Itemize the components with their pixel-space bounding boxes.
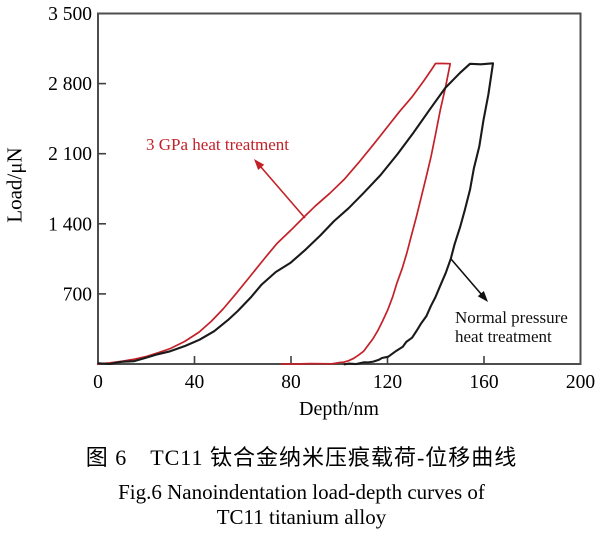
y-tick-label: 3 500 <box>48 4 92 25</box>
series-curve-normal-pressure <box>97 62 495 366</box>
annotation-arrow-0 <box>254 159 306 219</box>
y-tick-label: 700 <box>63 284 92 305</box>
x-tick-label: 80 <box>281 372 301 393</box>
x-tick-label: 200 <box>566 372 595 393</box>
y-tick-label: 2 800 <box>48 74 92 95</box>
caption-chinese: 图 6 TC11 钛合金纳米压痕载荷-位移曲线 <box>85 445 518 470</box>
x-tick-label: 160 <box>469 372 498 393</box>
plot-frame <box>97 12 582 365</box>
series-curve-3gpa <box>96 62 452 365</box>
y-tick-label: 2 100 <box>48 144 92 165</box>
x-tick-label: 120 <box>373 372 402 393</box>
x-tick-label: 0 <box>93 372 103 393</box>
figure-caption: 图 6 TC11 钛合金纳米压痕载荷-位移曲线 Fig.6 Nanoindent… <box>0 441 603 529</box>
x-tick-label: 40 <box>185 372 205 393</box>
annotation-3gpa-label: 3 GPa heat treatment <box>146 135 290 154</box>
caption-english-2: TC11 titanium alloy <box>216 505 387 529</box>
annotation-normal-pressure-label: Normal pressure heat treatment <box>455 308 568 346</box>
caption-english: Fig.6 Nanoindentation load-depth curves … <box>118 480 485 504</box>
axis-ticks <box>98 82 485 364</box>
y-axis-title: Load/μN <box>2 147 27 223</box>
annotation-arrow-1 <box>450 258 488 302</box>
tick-labels: 0 40 80 120 160 200 700 1 400 2 100 2 800 3 500 <box>48 4 595 393</box>
x-axis-title: Depth/nm <box>299 398 379 420</box>
y-tick-label: 1 400 <box>48 214 92 235</box>
